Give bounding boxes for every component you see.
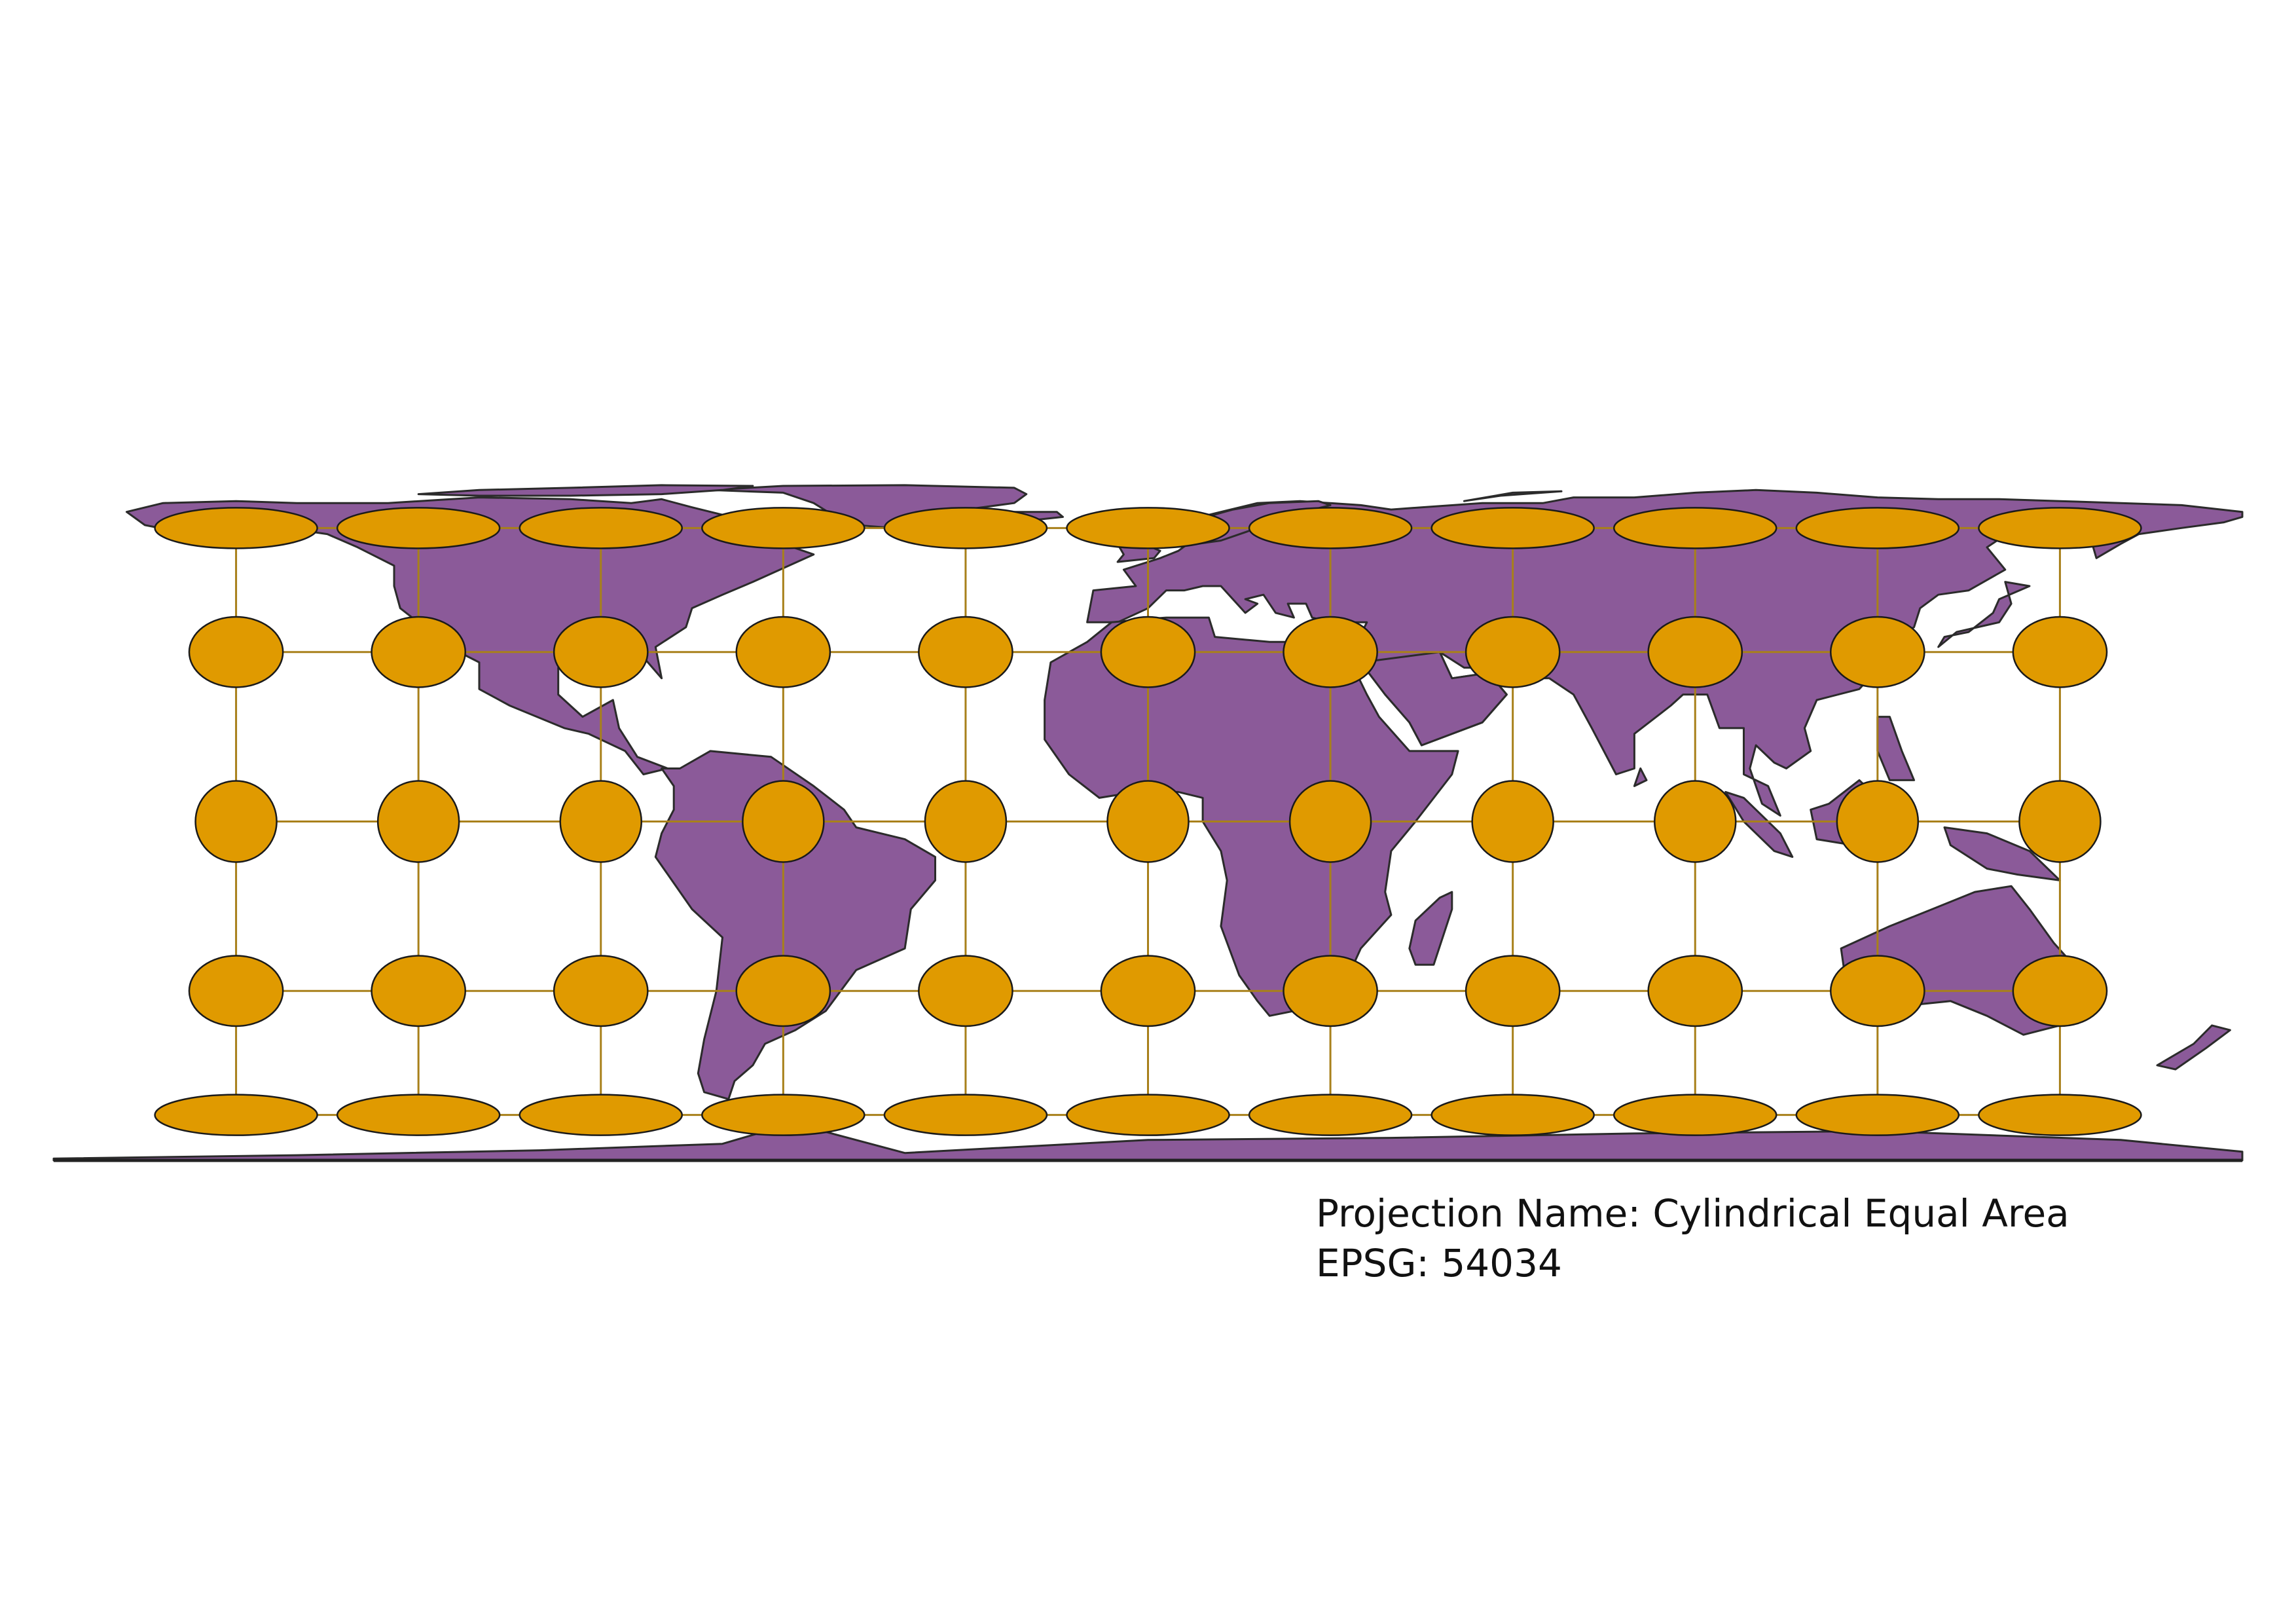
tissot-ellipse <box>553 616 649 688</box>
tissot-ellipse <box>735 955 831 1027</box>
tissot-ellipse <box>1465 955 1561 1027</box>
tissot-ellipse <box>2018 780 2102 863</box>
land-sri-lanka <box>1633 767 1648 787</box>
tissot-ellipse <box>519 507 683 549</box>
tissot-ellipse <box>1654 780 1737 863</box>
tissot-ellipse <box>371 955 467 1027</box>
tissot-ellipse <box>1978 507 2142 549</box>
tissot-ellipse <box>1978 1094 2142 1136</box>
land-south-america <box>654 750 936 1100</box>
tissot-ellipse <box>336 507 501 549</box>
tissot-ellipse <box>336 1094 501 1136</box>
land-north-america <box>125 496 815 775</box>
tissot-ellipse <box>1248 507 1413 549</box>
tissot-ellipse <box>1795 1094 1960 1136</box>
land-svalbard-novaya <box>1463 490 1563 502</box>
tissot-ellipse <box>701 1094 866 1136</box>
tissot-ellipse <box>701 507 866 549</box>
tissot-ellipse <box>1248 1094 1413 1136</box>
tissot-ellipse <box>883 507 1048 549</box>
tissot-ellipse <box>154 1094 318 1136</box>
land-japan <box>1937 581 2031 648</box>
tissot-ellipse <box>1465 616 1561 688</box>
tissot-ellipse <box>188 616 284 688</box>
tissot-ellipse <box>742 780 825 863</box>
tissot-ellipse <box>154 507 318 549</box>
tissot-ellipse <box>918 955 1013 1027</box>
land-new-zealand <box>2156 1024 2231 1071</box>
tissot-ellipse <box>559 780 642 863</box>
tissot-ellipse <box>1829 955 1925 1027</box>
tissot-ellipse <box>1613 1094 1777 1136</box>
tissot-ellipse <box>883 1094 1048 1136</box>
indicatrix-layer <box>154 507 2142 1136</box>
tissot-ellipse <box>1288 780 1372 863</box>
tissot-ellipse <box>1647 955 1743 1027</box>
tissot-ellipse <box>1829 616 1925 688</box>
land-canadian-archipelago <box>417 484 754 497</box>
tissot-ellipse <box>519 1094 683 1136</box>
tissot-ellipse <box>1066 507 1230 549</box>
epsg-text: EPSG: 54034 <box>1316 1241 1562 1285</box>
tissot-ellipse <box>1100 616 1196 688</box>
land-new-guinea <box>1943 826 2061 881</box>
land-madagascar <box>1408 891 1453 966</box>
tissot-ellipse <box>1430 507 1595 549</box>
tissot-ellipse <box>1613 507 1777 549</box>
tissot-ellipse <box>1647 616 1743 688</box>
tissot-ellipse <box>1066 1094 1230 1136</box>
projection-caption: Projection Name: Cylindrical Equal Area … <box>1316 1189 2069 1288</box>
tissot-ellipse <box>1283 955 1378 1027</box>
tissot-ellipse <box>735 616 831 688</box>
tissot-ellipse <box>371 616 467 688</box>
tissot-ellipse <box>194 780 278 863</box>
tissot-ellipse <box>1283 616 1378 688</box>
tissot-ellipse <box>1100 955 1196 1027</box>
land-arabia <box>1360 651 1508 747</box>
tissot-ellipse <box>553 955 649 1027</box>
projection-name-text: Projection Name: Cylindrical Equal Area <box>1316 1191 2069 1236</box>
tissot-ellipse <box>1471 780 1554 863</box>
tissot-ellipse <box>1836 780 1920 863</box>
land-philippines <box>1876 716 1916 781</box>
tissot-ellipse <box>2012 616 2108 688</box>
tissot-ellipse <box>1795 507 1960 549</box>
tissot-ellipse <box>376 780 460 863</box>
tissot-ellipse <box>188 955 284 1027</box>
tissot-ellipse <box>918 616 1013 688</box>
tissot-ellipse <box>1106 780 1190 863</box>
tissot-ellipse <box>2012 955 2108 1027</box>
tissot-ellipse <box>1430 1094 1595 1136</box>
tissot-ellipse <box>924 780 1008 863</box>
